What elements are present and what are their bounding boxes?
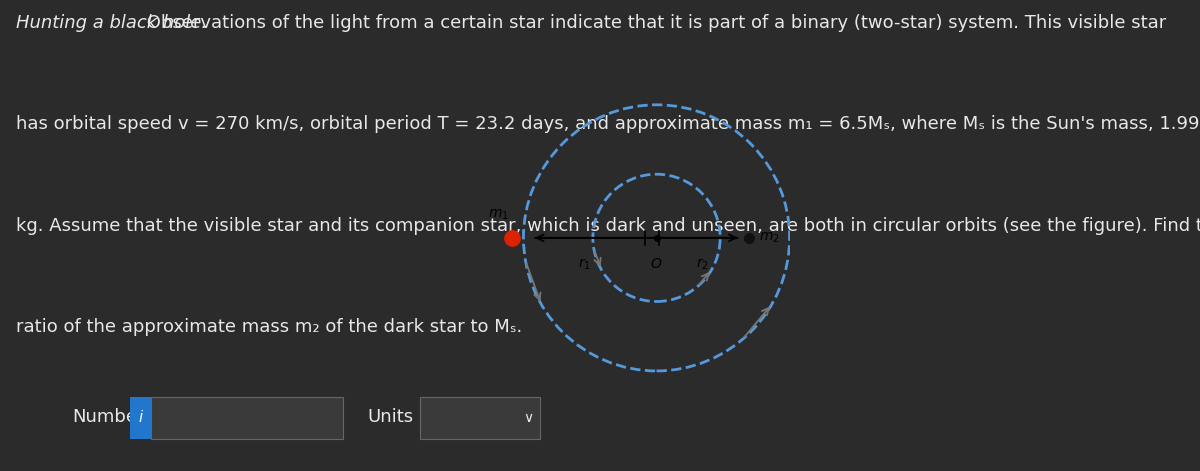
Text: $O$: $O$ xyxy=(650,257,662,271)
Text: has orbital speed v = 270 km/s, orbital period T = 23.2 days, and approximate ma: has orbital speed v = 270 km/s, orbital … xyxy=(16,115,1200,133)
Text: ∨: ∨ xyxy=(523,411,533,425)
Text: $m_2$: $m_2$ xyxy=(760,231,780,245)
FancyBboxPatch shape xyxy=(151,397,343,439)
Text: ratio of the approximate mass m₂ of the dark star to Mₛ.: ratio of the approximate mass m₂ of the … xyxy=(16,318,522,336)
Text: Units: Units xyxy=(367,408,413,426)
Text: Hunting a black hole.: Hunting a black hole. xyxy=(16,14,206,32)
FancyBboxPatch shape xyxy=(130,397,151,439)
Text: Observations of the light from a certain star indicate that it is part of a bina: Observations of the light from a certain… xyxy=(142,14,1166,32)
Text: $r_2$: $r_2$ xyxy=(696,257,709,272)
FancyBboxPatch shape xyxy=(420,397,540,439)
Text: Number: Number xyxy=(72,408,144,426)
Text: $m_1$: $m_1$ xyxy=(488,208,509,222)
Text: i: i xyxy=(138,410,143,425)
Text: kg. Assume that the visible star and its companion star, which is dark and unsee: kg. Assume that the visible star and its… xyxy=(16,217,1200,235)
Text: $r_1$: $r_1$ xyxy=(577,257,590,272)
